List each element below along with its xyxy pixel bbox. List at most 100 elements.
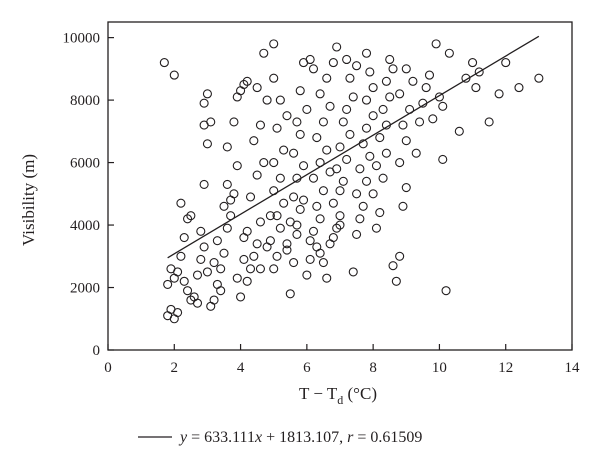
data-point bbox=[375, 133, 385, 143]
data-point bbox=[391, 276, 401, 286]
data-point bbox=[305, 54, 315, 65]
data-point bbox=[289, 257, 299, 268]
x-tick-label: 12 bbox=[498, 360, 513, 376]
data-point bbox=[209, 295, 219, 305]
data-point bbox=[335, 211, 345, 221]
data-point bbox=[298, 161, 309, 171]
data-point bbox=[169, 70, 179, 80]
data-point bbox=[438, 101, 448, 111]
data-point bbox=[378, 104, 388, 115]
data-point bbox=[322, 273, 332, 283]
data-point bbox=[365, 67, 375, 77]
data-point bbox=[179, 276, 189, 286]
data-point bbox=[206, 117, 216, 127]
data-point bbox=[259, 158, 269, 168]
data-point bbox=[338, 176, 348, 186]
data-point bbox=[345, 73, 355, 83]
data-point bbox=[262, 242, 272, 252]
data-point bbox=[259, 48, 269, 58]
data-point bbox=[226, 195, 236, 205]
data-point bbox=[295, 129, 305, 140]
data-point bbox=[196, 254, 206, 264]
legend-part: x bbox=[254, 429, 262, 446]
data-point bbox=[318, 186, 328, 196]
data-point bbox=[312, 133, 322, 143]
data-point bbox=[441, 286, 451, 296]
data-point bbox=[315, 89, 325, 99]
x-axis-label-unit: (°C) bbox=[343, 384, 377, 403]
data-point bbox=[249, 136, 259, 146]
y-tick-label: 6000 bbox=[70, 156, 100, 172]
data-point bbox=[358, 201, 368, 211]
data-point bbox=[438, 154, 448, 164]
data-point bbox=[385, 92, 395, 102]
data-point bbox=[461, 73, 471, 83]
data-point bbox=[381, 76, 391, 86]
data-point bbox=[282, 111, 292, 121]
data-point bbox=[312, 201, 322, 211]
data-point bbox=[424, 70, 435, 80]
data-point bbox=[388, 64, 398, 74]
x-axis-label-main: T − T bbox=[299, 384, 338, 403]
x-tick-label: 6 bbox=[303, 360, 311, 376]
data-point bbox=[199, 179, 209, 189]
data-point bbox=[454, 126, 464, 136]
data-point bbox=[332, 223, 342, 233]
data-point bbox=[179, 232, 189, 243]
data-point bbox=[173, 307, 183, 318]
data-point bbox=[501, 58, 511, 68]
data-point bbox=[434, 92, 444, 102]
data-point bbox=[252, 239, 262, 249]
data-point bbox=[308, 64, 319, 74]
data-point bbox=[328, 58, 338, 68]
data-point bbox=[222, 179, 232, 189]
data-point bbox=[209, 257, 219, 268]
data-point bbox=[375, 208, 385, 218]
data-point bbox=[202, 267, 212, 277]
data-point bbox=[408, 76, 418, 86]
legend-part: = 633.111 bbox=[187, 429, 255, 446]
data-point bbox=[186, 295, 196, 305]
data-point bbox=[275, 223, 285, 233]
data-point bbox=[395, 251, 405, 261]
data-point bbox=[378, 173, 388, 183]
data-point bbox=[371, 223, 382, 233]
data-point bbox=[401, 64, 411, 74]
data-point bbox=[255, 120, 266, 130]
data-point bbox=[202, 89, 212, 99]
data-point bbox=[262, 95, 272, 105]
data-point bbox=[385, 54, 395, 65]
data-point bbox=[302, 270, 312, 280]
data-point bbox=[269, 158, 279, 168]
data-point bbox=[173, 267, 183, 277]
data-point bbox=[398, 120, 408, 130]
data-point bbox=[279, 198, 289, 208]
legend-part: + 1813.107, bbox=[262, 429, 347, 446]
data-point bbox=[196, 226, 206, 236]
legend-part: r bbox=[347, 429, 354, 446]
data-point bbox=[474, 67, 484, 77]
data-point bbox=[216, 286, 226, 296]
data-point bbox=[335, 220, 345, 230]
data-point bbox=[322, 73, 332, 83]
data-point bbox=[335, 142, 345, 152]
data-point bbox=[352, 189, 362, 199]
legend-equation: y = 633.111x + 1813.107, r = 0.61509 bbox=[178, 429, 422, 446]
x-axis-label-sub: d bbox=[337, 393, 343, 407]
data-point bbox=[534, 73, 544, 83]
data-point bbox=[361, 48, 372, 58]
data-point bbox=[272, 251, 282, 261]
data-point bbox=[348, 267, 358, 277]
legend-part: y bbox=[178, 429, 188, 446]
x-tick-label: 2 bbox=[171, 360, 179, 376]
data-point bbox=[325, 101, 335, 111]
data-point bbox=[255, 217, 266, 227]
x-tick-label: 4 bbox=[237, 360, 245, 376]
data-point bbox=[272, 123, 282, 133]
data-point bbox=[229, 117, 239, 127]
data-point bbox=[305, 254, 315, 264]
data-point bbox=[252, 170, 262, 180]
x-axis-label: T − Td (°C) bbox=[299, 384, 377, 407]
data-point bbox=[298, 195, 309, 205]
